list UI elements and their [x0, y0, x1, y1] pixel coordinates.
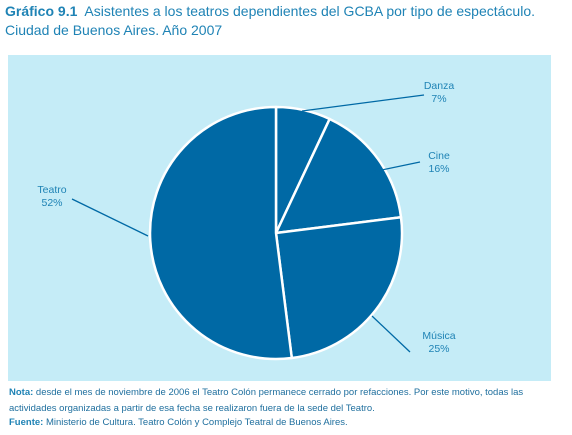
leader-line-cine: [371, 161, 421, 173]
chart-note: Nota: desde el mes de noviembre de 2006 …: [9, 385, 564, 417]
note-label: Nota:: [9, 387, 34, 398]
chart-number: Gráfico 9.1: [5, 3, 78, 19]
leader-line-teatro: [71, 198, 149, 237]
chart-source: Fuente: Ministerio de Cultura. Teatro Co…: [9, 417, 348, 428]
chart-subtitle: Ciudad de Buenos Aires. Año 2007: [5, 22, 223, 38]
source-label: Fuente:: [9, 417, 44, 428]
slice-value-teatro: 52%: [41, 197, 62, 209]
note-text: desde el mes de noviembre de 2006 el Tea…: [9, 387, 524, 414]
pie-slice-teatro: [148, 105, 294, 361]
slice-value-m-sica: 25%: [428, 343, 449, 355]
slice-label-teatro: Teatro: [37, 184, 66, 196]
pie-slice-m-sica: [274, 215, 404, 360]
leader-lines: [71, 94, 425, 353]
chart-title: Gráfico 9.1 Asistentes a los teatros dep…: [5, 3, 535, 19]
pie-slice-cine: [274, 117, 403, 235]
slice-label-cine: Cine: [428, 150, 450, 162]
chart-title-text: Asistentes a los teatros dependientes de…: [84, 3, 536, 19]
slice-label-m-sica: Música: [422, 330, 455, 342]
slice-value-cine: 16%: [428, 163, 449, 175]
slice-label-danza: Danza: [424, 80, 455, 92]
pie-slices: [148, 105, 404, 361]
slice-value-danza: 7%: [431, 93, 446, 105]
leader-line-danza: [301, 94, 425, 112]
source-text: Ministerio de Cultura. Teatro Colón y Co…: [45, 417, 348, 428]
leader-line-m-sica: [371, 315, 411, 353]
